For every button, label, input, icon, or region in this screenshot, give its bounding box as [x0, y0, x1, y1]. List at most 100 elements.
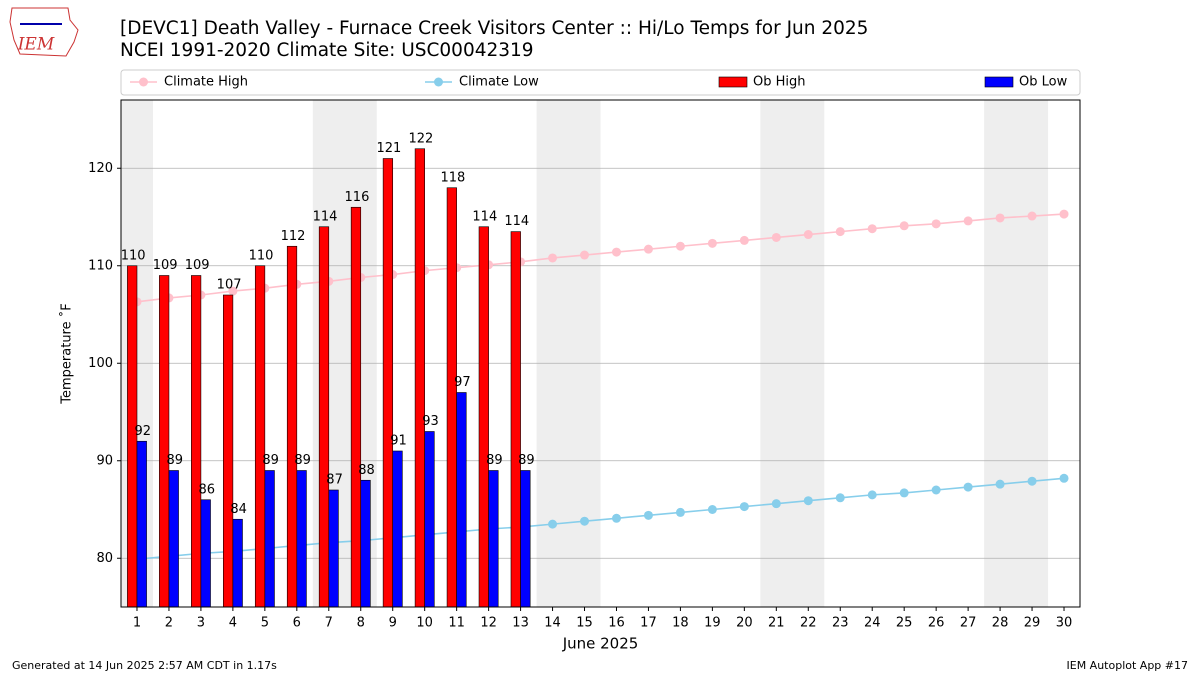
x-tick-label: 17 [640, 616, 657, 631]
x-tick-label: 30 [1056, 616, 1073, 631]
point [803, 230, 813, 240]
data-label: 92 [135, 424, 152, 439]
point [867, 490, 877, 500]
point [707, 238, 717, 248]
x-tick-label: 23 [832, 616, 849, 631]
point [771, 232, 781, 242]
point [803, 496, 813, 506]
bar [296, 470, 307, 608]
point [611, 513, 621, 523]
logo-outline [9, 7, 79, 57]
legend-label: Climate High [164, 75, 248, 90]
legend-marker [434, 77, 443, 87]
bar [520, 470, 531, 608]
legend-swatch [984, 76, 1014, 88]
data-label: 89 [518, 453, 535, 468]
x-tick-label: 2 [165, 616, 173, 631]
x-tick-label: 28 [992, 616, 1009, 631]
legend-swatch [718, 76, 748, 88]
bar [222, 294, 234, 608]
x-tick-label: 24 [864, 616, 881, 631]
data-label: 114 [472, 209, 497, 224]
bar [254, 265, 266, 608]
point [867, 224, 877, 234]
legend-label: Ob Low [1019, 75, 1068, 90]
bar [328, 489, 339, 608]
x-tick-label: 5 [261, 616, 269, 631]
data-label: 118 [440, 170, 465, 185]
bar [456, 392, 467, 608]
weekend-band [760, 100, 825, 607]
bar [159, 275, 170, 608]
bar [424, 431, 435, 608]
x-tick-label: 29 [1024, 616, 1041, 631]
data-label: 114 [504, 214, 529, 229]
point [675, 507, 685, 517]
legend-label: Climate Low [459, 75, 539, 90]
x-tick-label: 10 [416, 616, 433, 631]
bar [191, 275, 202, 608]
data-label: 91 [390, 434, 407, 449]
data-label: 93 [422, 414, 439, 429]
x-tick-label: 25 [896, 616, 913, 631]
data-label: 89 [262, 453, 279, 468]
point [931, 485, 941, 495]
data-label: 84 [230, 502, 247, 517]
data-label: 89 [294, 453, 311, 468]
point [611, 247, 621, 257]
bar [510, 231, 521, 608]
x-tick-label: 1 [133, 616, 141, 631]
y-axis-label: Temperature ˚F [59, 303, 75, 404]
x-tick-label: 15 [576, 616, 593, 631]
point [739, 235, 749, 245]
bar [392, 450, 403, 608]
bar [232, 518, 243, 608]
x-tick-label: 14 [544, 616, 561, 631]
x-tick-label: 22 [800, 616, 817, 631]
bar [382, 158, 394, 608]
x-tick-label: 20 [736, 616, 753, 631]
chart-subtitle: NCEI 1991-2020 Climate Site: USC00042319 [120, 40, 534, 61]
point [771, 499, 781, 509]
data-label: 110 [249, 248, 274, 263]
legend-marker [139, 77, 148, 87]
logo-text: IEM [17, 35, 55, 55]
bar [478, 226, 489, 608]
data-label: 109 [185, 258, 210, 273]
point [835, 227, 845, 237]
weekend-band [984, 100, 1049, 607]
x-tick-label: 27 [960, 616, 977, 631]
data-label: 89 [166, 453, 183, 468]
data-label: 87 [326, 473, 343, 488]
data-label: 122 [408, 131, 433, 146]
point [580, 516, 590, 526]
bar [488, 470, 499, 608]
point [548, 519, 558, 529]
x-tick-label: 4 [229, 616, 237, 631]
point [1027, 476, 1037, 486]
bar [136, 440, 147, 608]
data-label: 97 [454, 375, 471, 390]
x-tick-label: 11 [448, 616, 465, 631]
point [707, 505, 717, 514]
point [899, 221, 909, 231]
x-tick-label: 8 [357, 616, 365, 631]
point [931, 219, 941, 229]
weekend-band [536, 100, 601, 607]
point [548, 253, 558, 263]
chart-title: [DEVC1] Death Valley - Furnace Creek Vis… [120, 18, 868, 39]
point [899, 488, 909, 498]
x-tick-label: 9 [389, 616, 397, 631]
data-label: 110 [121, 248, 146, 263]
data-label: 89 [486, 453, 503, 468]
x-tick-label: 7 [325, 616, 333, 631]
point [835, 493, 845, 503]
point [995, 213, 1005, 223]
point [1059, 473, 1069, 483]
bar [200, 499, 211, 608]
data-label: 109 [153, 258, 178, 273]
logo: IEM [9, 7, 79, 57]
point [675, 241, 685, 251]
point [963, 482, 973, 492]
